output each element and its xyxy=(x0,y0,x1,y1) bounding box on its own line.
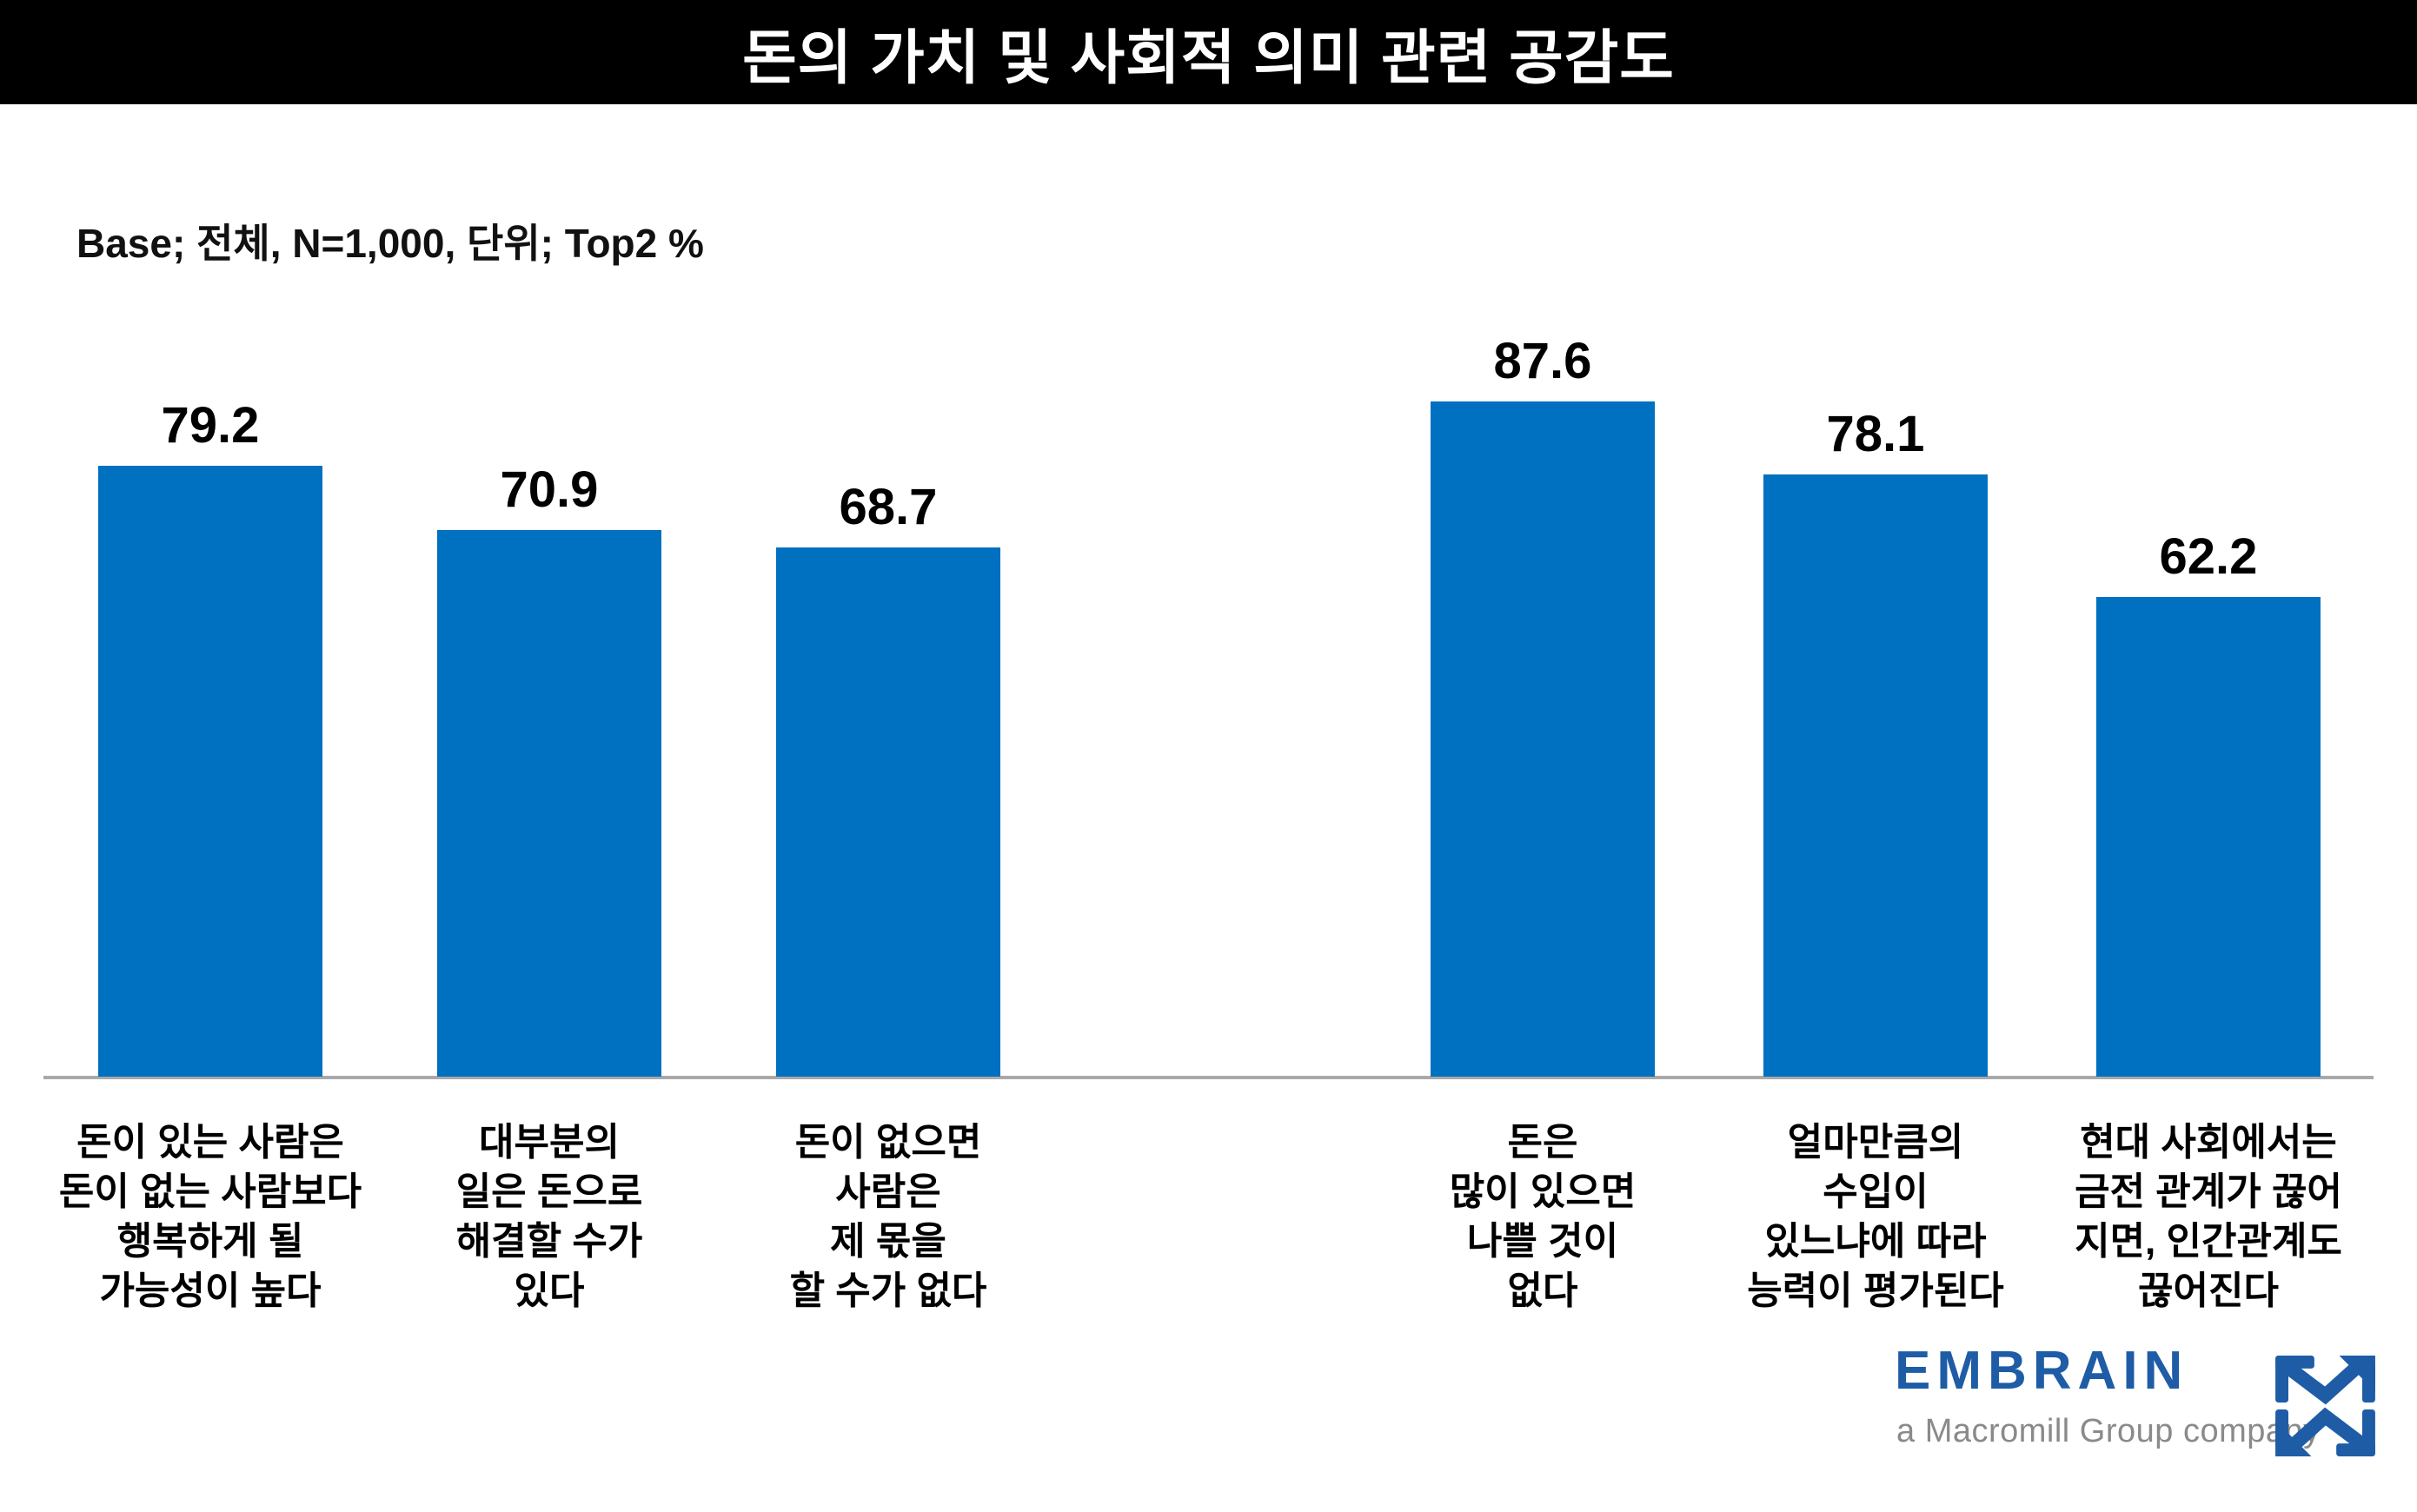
bar-value-label: 78.1 xyxy=(1826,406,1925,462)
category-label-line: 일은 돈으로 xyxy=(455,1170,643,1213)
bar xyxy=(1431,401,1655,1077)
bar-value-label: 70.9 xyxy=(500,461,599,518)
category-label-line: 제 몫을 xyxy=(830,1220,946,1263)
category-label-line: 있다 xyxy=(514,1270,585,1312)
bar-value-label: 62.2 xyxy=(2159,528,2258,585)
bar-value-label: 68.7 xyxy=(839,479,938,535)
category-label-line: 없다 xyxy=(1507,1270,1578,1312)
category-label-line: 수입이 xyxy=(1823,1170,1929,1213)
category-label-line: 금전 관계가 끊어 xyxy=(2075,1170,2342,1213)
category-label-line: 행복하게 될 xyxy=(116,1220,304,1263)
bar xyxy=(2096,597,2321,1077)
brand-wordmark: EMBRAIN xyxy=(1895,1341,2189,1401)
category-label-line: 돈이 없으면 xyxy=(794,1121,982,1164)
title-bar: 돈의 가치 및 사회적 의미 관련 공감도 xyxy=(0,0,2417,104)
category-label-line: 해결할 수가 xyxy=(455,1220,643,1263)
category-label-line: 사람은 xyxy=(835,1170,941,1213)
category-label-line: 끊어진다 xyxy=(2138,1270,2279,1312)
category-label-line: 가능성이 높다 xyxy=(99,1270,322,1312)
category-label-line: 많이 있으면 xyxy=(1449,1170,1637,1213)
category-label-line: 돈은 xyxy=(1507,1121,1578,1164)
bar xyxy=(98,466,322,1077)
category-label-line: 할 수가 없다 xyxy=(789,1270,987,1312)
base-note: Base; 전체, N=1,000, 단위; Top2 % xyxy=(76,221,704,266)
bar xyxy=(1763,474,1988,1077)
bar-value-label: 79.2 xyxy=(161,397,260,454)
x-axis-line xyxy=(43,1076,2374,1079)
page-title: 돈의 가치 및 사회적 의미 관련 공감도 xyxy=(742,24,1675,91)
category-label-line: 현대 사회에서는 xyxy=(2080,1121,2337,1164)
category-label-line: 얼마만큼의 xyxy=(1787,1121,1964,1164)
category-label-line: 돈이 없는 사람보다 xyxy=(58,1170,362,1213)
category-label-line: 나쁠 것이 xyxy=(1466,1220,1619,1263)
bar-value-label: 87.6 xyxy=(1493,333,1592,389)
bar xyxy=(437,530,661,1077)
category-label-line: 대부분의 xyxy=(479,1121,620,1164)
category-label-line: 지면, 인간관계도 xyxy=(2075,1220,2342,1263)
category-label-line: 있느냐에 따라 xyxy=(1764,1220,1987,1263)
brand-tagline: a Macromill Group company xyxy=(1896,1413,2321,1449)
embrain-logo-icon xyxy=(2275,1356,2375,1456)
bar xyxy=(776,547,1000,1077)
category-label-line: 돈이 있는 사람은 xyxy=(76,1121,344,1164)
category-label-line: 능력이 평가된다 xyxy=(1747,1270,2004,1312)
